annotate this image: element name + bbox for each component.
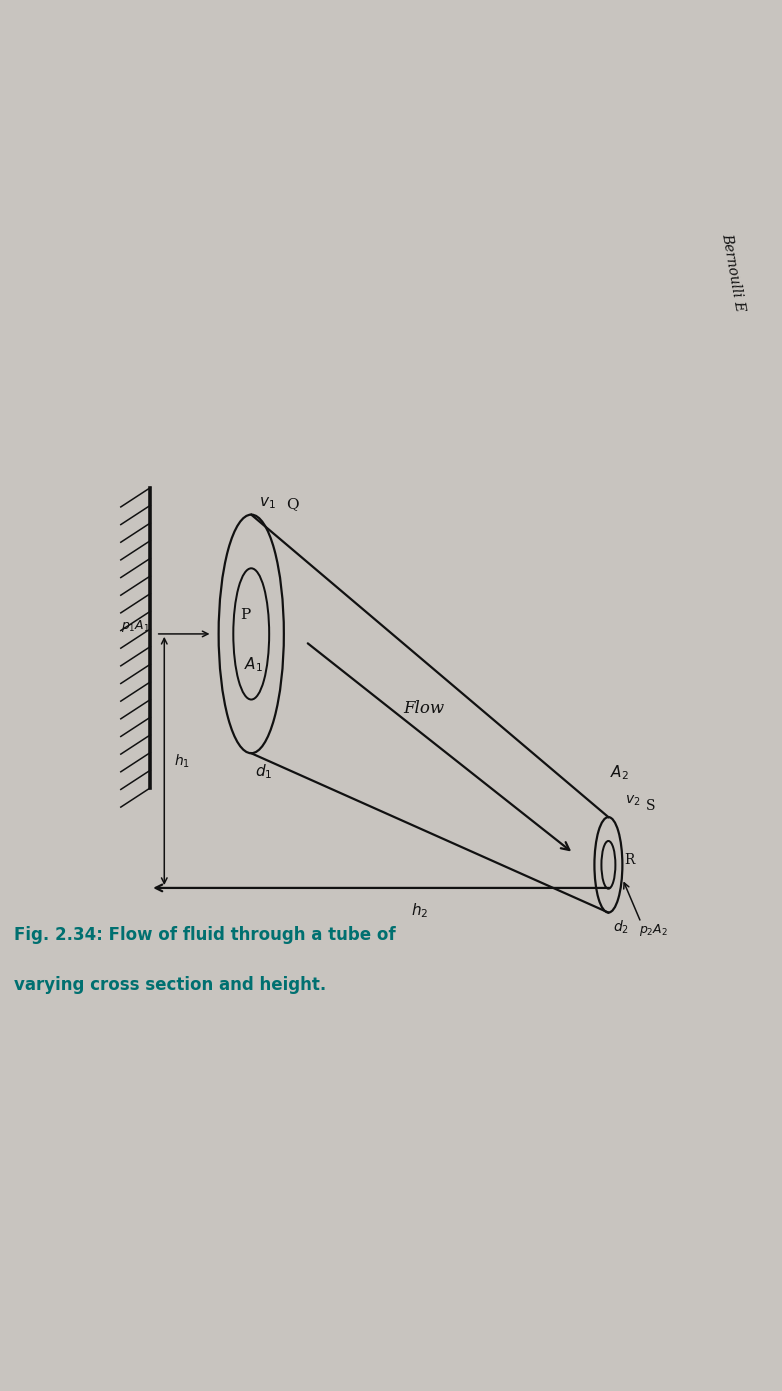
Text: varying cross section and height.: varying cross section and height.: [14, 976, 327, 995]
Text: S: S: [646, 800, 655, 814]
Text: Q: Q: [286, 497, 299, 510]
Text: Fig. 2.34: Flow of fluid through a tube of: Fig. 2.34: Flow of fluid through a tube …: [14, 926, 396, 944]
Text: R: R: [624, 853, 634, 867]
Text: $p_2A_2$: $p_2A_2$: [640, 922, 669, 939]
Text: $p_1A_1$: $p_1A_1$: [121, 618, 150, 634]
Text: Flow: Flow: [404, 700, 444, 716]
Text: $h_2$: $h_2$: [411, 901, 429, 921]
Text: $h_1$: $h_1$: [174, 753, 190, 769]
Text: $A_1$: $A_1$: [244, 655, 263, 675]
Text: Bernoulli E: Bernoulli E: [719, 232, 746, 313]
Text: $d_2$: $d_2$: [613, 918, 629, 936]
Text: $d_1$: $d_1$: [255, 762, 272, 782]
Text: $A_2$: $A_2$: [610, 764, 629, 783]
Text: P: P: [240, 608, 250, 622]
Text: $v_1$: $v_1$: [259, 495, 276, 510]
Text: $v_2$: $v_2$: [626, 793, 641, 808]
